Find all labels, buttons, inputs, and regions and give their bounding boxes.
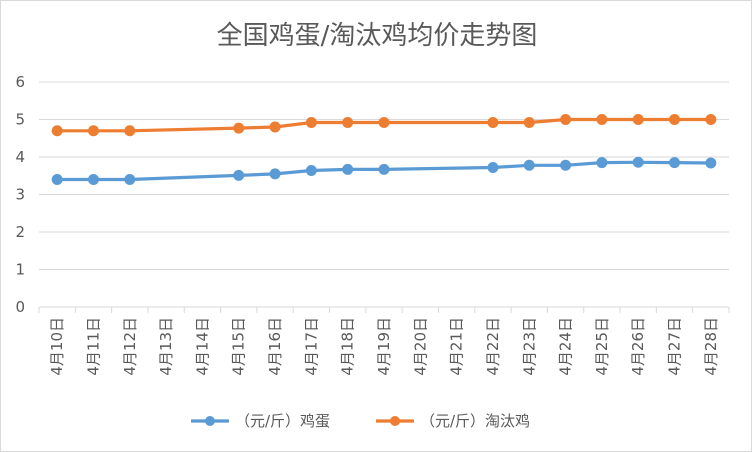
x-tick-label: 4月22日 — [484, 317, 502, 376]
data-point — [632, 156, 644, 168]
y-tick-label: 6 — [15, 73, 25, 91]
x-tick-label: 4月13日 — [157, 317, 175, 376]
data-point — [233, 169, 245, 181]
data-point — [305, 117, 317, 128]
y-tick-label: 5 — [15, 111, 25, 129]
x-tick-label: 4月18日 — [339, 317, 357, 376]
data-point — [523, 117, 535, 128]
data-point — [305, 165, 317, 176]
legend-label: （元/斤）淘汰鸡 — [420, 412, 530, 430]
data-point — [342, 117, 354, 128]
data-point — [233, 122, 245, 134]
data-point — [669, 157, 681, 169]
x-tick-label: 4月24日 — [557, 317, 575, 376]
x-tick-label: 4月26日 — [629, 317, 647, 376]
x-tick-label: 4月15日 — [230, 317, 248, 376]
x-tick-label: 4月23日 — [520, 317, 538, 376]
y-tick-label: 2 — [15, 223, 25, 241]
data-point — [269, 168, 281, 180]
x-tick-label: 4月11日 — [84, 317, 102, 376]
chart-title: 全国鸡蛋/淘汰鸡均价走势图 — [216, 21, 538, 51]
x-tick-label: 4月20日 — [411, 317, 429, 376]
y-tick-label: 0 — [15, 298, 25, 316]
x-tick-label: 4月16日 — [266, 317, 284, 376]
data-point — [378, 117, 390, 128]
x-tick-label: 4月19日 — [375, 317, 393, 376]
x-tick-label: 4月21日 — [448, 317, 466, 376]
y-tick-label: 1 — [15, 261, 25, 279]
data-point — [487, 162, 499, 173]
x-tick-label: 4月27日 — [666, 317, 684, 376]
x-tick-label: 4月28日 — [702, 317, 720, 376]
legend-swatch-marker — [390, 416, 400, 426]
data-point — [51, 174, 63, 185]
y-tick-label: 3 — [15, 186, 25, 204]
data-point — [560, 114, 572, 125]
data-point — [705, 114, 717, 125]
data-point — [487, 117, 499, 128]
data-point — [342, 163, 354, 175]
data-point — [87, 174, 99, 185]
data-point — [596, 114, 608, 125]
data-point — [632, 114, 644, 125]
data-point — [124, 174, 136, 185]
y-tick-label: 4 — [15, 148, 25, 166]
data-point — [378, 163, 390, 175]
data-point — [269, 121, 281, 133]
data-point — [523, 159, 535, 171]
x-tick-label: 4月12日 — [121, 317, 139, 376]
legend-swatch-marker — [205, 416, 215, 426]
data-point — [124, 125, 136, 137]
data-point — [669, 114, 681, 125]
x-tick-label: 4月10日 — [48, 317, 66, 376]
x-tick-label: 4月25日 — [593, 317, 611, 376]
data-point — [87, 125, 99, 137]
x-tick-label: 4月14日 — [193, 317, 211, 376]
legend-label: （元/斤）鸡蛋 — [235, 412, 330, 430]
data-point — [596, 157, 608, 169]
data-point — [560, 159, 572, 171]
data-point — [705, 157, 717, 169]
data-point — [51, 125, 63, 137]
x-tick-label: 4月17日 — [302, 317, 320, 376]
